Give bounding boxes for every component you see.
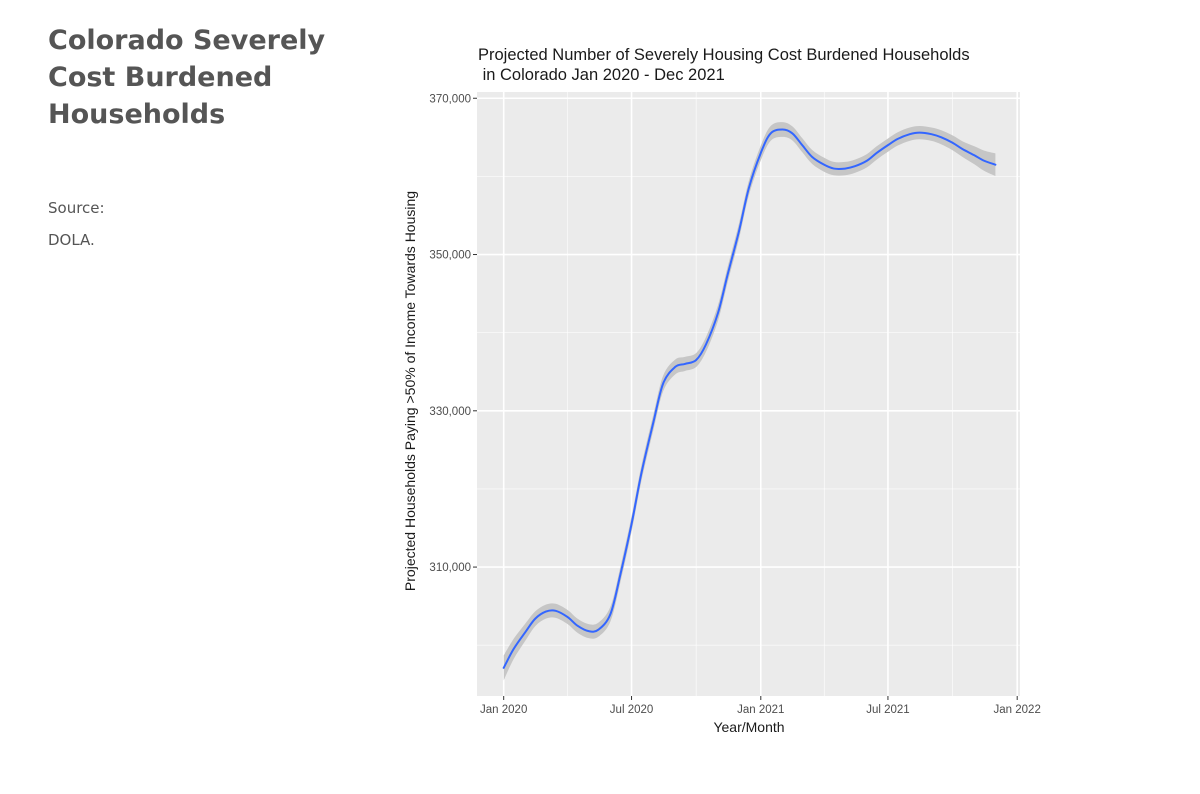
grid-minor [477, 92, 1020, 696]
confidence-ribbon [503, 122, 996, 681]
y-tick-label: 330,000 [429, 406, 471, 418]
y-axis: 310,000 330,000 350,000 370,000 [429, 93, 477, 574]
source-value: DOLA. [48, 231, 95, 249]
y-tick-label: 350,000 [429, 250, 471, 262]
trend-line-layer [502, 128, 997, 669]
x-tick-label: Jul 2020 [610, 704, 653, 716]
y-tick-label: 310,000 [429, 562, 471, 574]
chart-title-line-1: Projected Number of Severely Housing Cos… [478, 46, 970, 64]
grid-major [477, 92, 1020, 696]
trend-line [502, 128, 997, 669]
source-label: Source: [48, 199, 105, 217]
x-tick-label: Jan 2020 [480, 704, 527, 716]
x-tick-label: Jan 2021 [737, 704, 784, 716]
x-axis: Jan 2020 Jul 2020 Jan 2021 Jul 2021 Jan 2022 [480, 696, 1041, 716]
confidence-ribbon-layer [503, 122, 996, 681]
x-axis-label: Year/Month [713, 719, 784, 735]
page-title: Colorado Severely Cost Burdened Househol… [48, 25, 326, 130]
y-tick-label: 370,000 [429, 93, 471, 105]
y-axis-label: Projected Households Paying >50% of Inco… [402, 191, 418, 591]
x-tick-label: Jan 2022 [994, 704, 1041, 716]
x-tick-label: Jul 2021 [866, 704, 909, 716]
chart-title-line-2: in Colorado Jan 2020 - Dec 2021 [478, 66, 725, 84]
